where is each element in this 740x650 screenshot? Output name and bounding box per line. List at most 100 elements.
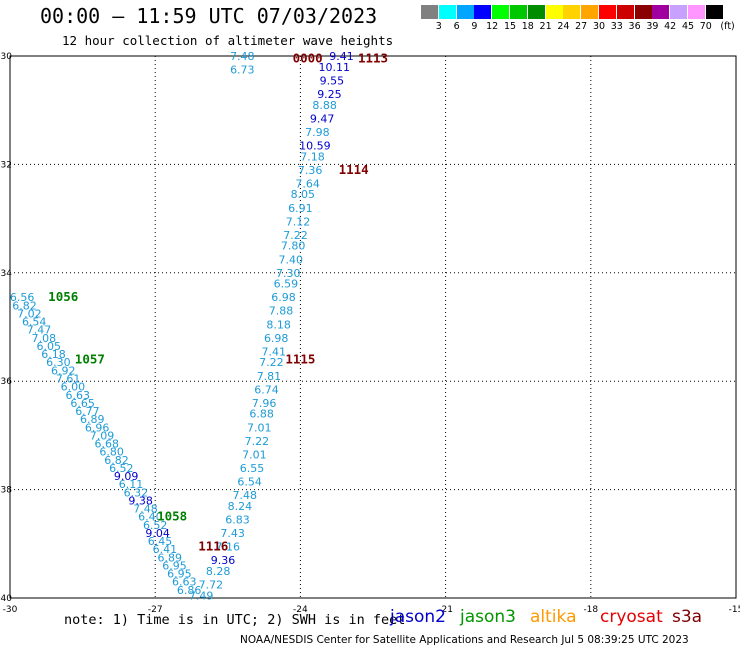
colorbar-label: 70	[699, 21, 712, 32]
data-point: 9.09	[114, 470, 139, 483]
data-point: 7.01	[247, 421, 272, 434]
data-point: 6.45	[148, 535, 173, 548]
colorbar-label: 18	[521, 21, 534, 32]
colorbar-swatch	[510, 5, 527, 19]
data-point: 6.41	[153, 543, 178, 556]
x-tick-label: -15	[729, 605, 740, 615]
data-point: 6.89	[157, 551, 182, 564]
data-point: 9.38	[128, 494, 153, 507]
colorbar-swatch	[474, 5, 492, 19]
data-point: 8.24	[228, 500, 253, 513]
data-point: 6.82	[104, 454, 129, 467]
data-point: 6.88	[249, 408, 274, 421]
data-point: 6.95	[162, 559, 187, 572]
y-tick-label: -34	[0, 269, 12, 279]
data-point: 7.01	[242, 448, 267, 461]
data-point: 7.72	[199, 578, 224, 591]
data-point: 7.16	[216, 541, 241, 554]
time-label: 1058	[157, 509, 187, 524]
data-point: 6.83	[225, 513, 250, 526]
time-label: 1116	[198, 539, 228, 554]
data-point: 7.40	[278, 253, 303, 266]
data-point: 6.52	[143, 519, 168, 532]
colorbar-swatch	[652, 5, 670, 19]
colorbar-label: 3	[435, 21, 442, 32]
colorbar-swatch	[616, 5, 634, 19]
y-tick-label: -30	[0, 52, 12, 62]
data-point: 8.18	[266, 318, 291, 331]
y-tick-label: -32	[0, 160, 12, 170]
colorbar-label: 30	[592, 21, 606, 32]
data-point: 7.22	[283, 229, 308, 242]
y-tick-label: -38	[0, 486, 12, 496]
data-point: 7.80	[281, 240, 306, 253]
credit-line: NOAA/NESDIS Center for Satellite Applica…	[240, 634, 689, 646]
data-point: 6.98	[264, 332, 289, 345]
data-point: 6.92	[51, 364, 76, 377]
data-point: 6.59	[274, 278, 299, 291]
legend-entry-cryosat: cryosat	[600, 607, 663, 627]
data-point: 7.88	[269, 305, 294, 318]
data-point: 6.30	[46, 356, 71, 369]
data-point: 6.89	[80, 413, 105, 426]
data-point: 6.80	[99, 446, 124, 459]
colorbar-label: 15	[503, 21, 517, 32]
x-tick-label: -30	[3, 605, 18, 615]
data-point: 7.48	[232, 489, 257, 502]
data-point: 6.65	[70, 397, 95, 410]
data-point: 7.12	[286, 215, 311, 228]
plot-frame	[9, 55, 737, 599]
x-tick-label: -24	[293, 605, 308, 615]
colorbar-swatch	[670, 5, 688, 19]
data-point: 7.02	[17, 307, 42, 320]
data-point: 6.74	[254, 383, 279, 396]
page-subtitle: 12 hour collection of altimeter wave hei…	[62, 33, 394, 48]
data-point: 6.73	[230, 64, 255, 77]
colorbar-label: 21	[539, 21, 552, 32]
data-point: 6.55	[240, 462, 265, 475]
data-point: 9.41	[329, 50, 354, 63]
data-point: 6.54	[237, 475, 262, 488]
colorbar-label: 33	[610, 21, 623, 32]
data-point: 6.91	[288, 202, 313, 215]
data-point: 7.36	[298, 164, 323, 177]
data-point: 7.30	[276, 267, 301, 280]
colorbar-swatch	[438, 5, 456, 19]
data-point: 7.22	[259, 356, 284, 369]
data-point: 6.32	[124, 486, 149, 499]
colorbar-label: 42	[664, 21, 677, 32]
data-point: 6.52	[109, 462, 134, 475]
data-point: 7.08	[32, 332, 57, 345]
data-point: 8.28	[206, 565, 231, 578]
time-label: 1057	[75, 352, 105, 367]
data-point: 10.59	[299, 139, 331, 152]
colorbar-label: 9	[471, 21, 478, 32]
colorbar-label: 6	[453, 21, 460, 32]
colorbar-label: 27	[575, 21, 588, 32]
data-point: 6.56	[10, 291, 35, 304]
time-label: 1113	[358, 51, 388, 66]
colorbar-swatch	[634, 5, 652, 19]
data-point: 7.96	[252, 397, 277, 410]
data-point: 6.86	[177, 584, 202, 597]
colorbar-swatch	[705, 5, 723, 19]
data-point: 6.77	[75, 405, 100, 418]
colorbar-label: 45	[681, 21, 695, 32]
data-point: 6.96	[85, 421, 110, 434]
data-point: 9.25	[317, 88, 342, 101]
data-point: 7.22	[245, 435, 270, 448]
data-point: 7.64	[295, 177, 320, 190]
legend-entry-jason3: jason3	[460, 607, 516, 627]
data-point: 7.41	[262, 345, 287, 358]
data-point: 6.00	[61, 381, 86, 394]
footnote: note: 1) Time is in UTC; 2) SWH is in fe…	[64, 612, 406, 628]
data-point: 7.18	[300, 150, 325, 163]
colorbar-swatch	[599, 5, 616, 19]
legend-entry-jason2: jason2	[390, 607, 446, 627]
data-point: 6.82	[12, 299, 37, 312]
data-point: 10.11	[319, 61, 351, 74]
colorbar-label: 39	[646, 21, 659, 32]
colorbar-swatch	[688, 5, 705, 19]
data-point: 6.18	[41, 348, 66, 361]
